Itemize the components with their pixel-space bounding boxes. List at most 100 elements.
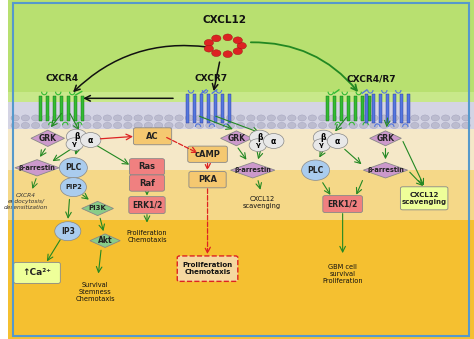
Circle shape	[21, 122, 29, 128]
Text: ERK1/2: ERK1/2	[328, 200, 358, 208]
Text: CXCR4/R7: CXCR4/R7	[346, 74, 396, 83]
Circle shape	[257, 122, 265, 128]
Circle shape	[339, 122, 347, 128]
Circle shape	[212, 35, 221, 42]
Circle shape	[155, 115, 163, 121]
Bar	[393, 94, 396, 123]
Text: PI3K: PI3K	[89, 205, 107, 212]
Circle shape	[441, 115, 450, 121]
Text: GRK: GRK	[376, 134, 394, 143]
Circle shape	[233, 48, 242, 55]
Circle shape	[267, 115, 275, 121]
Circle shape	[55, 222, 81, 241]
Bar	[60, 96, 64, 121]
FancyBboxPatch shape	[134, 128, 172, 145]
Bar	[8, 136, 474, 220]
Circle shape	[212, 50, 221, 57]
Circle shape	[204, 39, 213, 46]
Circle shape	[249, 139, 266, 152]
Circle shape	[339, 115, 347, 121]
Circle shape	[327, 134, 348, 148]
Text: AC: AC	[146, 132, 159, 141]
Circle shape	[103, 122, 111, 128]
Text: cAMP: cAMP	[195, 150, 220, 159]
Bar	[339, 96, 343, 121]
Circle shape	[31, 122, 40, 128]
Circle shape	[462, 115, 470, 121]
Text: PKA: PKA	[198, 175, 217, 184]
Bar	[379, 94, 383, 123]
Text: α: α	[88, 136, 93, 144]
Text: GRK: GRK	[39, 134, 57, 143]
Circle shape	[298, 115, 306, 121]
Circle shape	[226, 122, 235, 128]
Bar	[8, 0, 474, 92]
Circle shape	[144, 122, 153, 128]
Text: CXCR4: CXCR4	[46, 74, 79, 83]
Bar	[326, 96, 329, 121]
Circle shape	[401, 115, 409, 121]
Circle shape	[204, 45, 213, 52]
Circle shape	[155, 122, 163, 128]
Circle shape	[82, 115, 91, 121]
Polygon shape	[82, 201, 113, 216]
Circle shape	[226, 115, 235, 121]
Circle shape	[73, 122, 81, 128]
Circle shape	[124, 115, 132, 121]
Circle shape	[195, 122, 204, 128]
Bar	[361, 96, 364, 121]
Bar	[8, 102, 474, 136]
Circle shape	[349, 122, 357, 128]
Circle shape	[206, 115, 214, 121]
Polygon shape	[220, 131, 252, 146]
Circle shape	[216, 122, 224, 128]
FancyBboxPatch shape	[129, 197, 165, 214]
Circle shape	[175, 115, 183, 121]
Circle shape	[206, 122, 214, 128]
Circle shape	[93, 115, 101, 121]
Circle shape	[421, 122, 429, 128]
Text: CXCL12
scavenging: CXCL12 scavenging	[243, 196, 281, 209]
Circle shape	[246, 122, 255, 128]
Circle shape	[431, 122, 439, 128]
Circle shape	[81, 133, 101, 147]
Circle shape	[195, 115, 204, 121]
Circle shape	[319, 122, 327, 128]
Circle shape	[410, 115, 419, 121]
Circle shape	[73, 115, 81, 121]
Circle shape	[60, 178, 86, 197]
Text: β-arrestin: β-arrestin	[234, 167, 271, 173]
Circle shape	[308, 122, 317, 128]
Bar	[8, 92, 474, 108]
Circle shape	[21, 115, 29, 121]
Bar	[354, 96, 357, 121]
Circle shape	[113, 122, 122, 128]
Circle shape	[52, 115, 60, 121]
Circle shape	[249, 130, 270, 145]
Bar	[200, 94, 203, 123]
Circle shape	[370, 122, 378, 128]
Circle shape	[134, 115, 142, 121]
FancyBboxPatch shape	[14, 262, 60, 283]
Circle shape	[237, 115, 245, 121]
Polygon shape	[31, 130, 64, 146]
Text: Raf: Raf	[139, 179, 155, 187]
Circle shape	[421, 115, 429, 121]
Circle shape	[431, 115, 439, 121]
Bar	[46, 96, 49, 121]
Circle shape	[401, 122, 409, 128]
Text: β-arrestin: β-arrestin	[367, 167, 404, 173]
Circle shape	[62, 122, 71, 128]
Circle shape	[134, 122, 142, 128]
Bar	[193, 94, 196, 123]
Text: PLC: PLC	[65, 163, 82, 172]
Polygon shape	[90, 234, 120, 247]
Circle shape	[216, 115, 224, 121]
Circle shape	[370, 115, 378, 121]
Bar	[346, 96, 350, 121]
Text: GRK: GRK	[228, 134, 246, 143]
Circle shape	[313, 130, 334, 145]
Circle shape	[359, 122, 368, 128]
Circle shape	[380, 115, 388, 121]
Circle shape	[223, 34, 232, 41]
